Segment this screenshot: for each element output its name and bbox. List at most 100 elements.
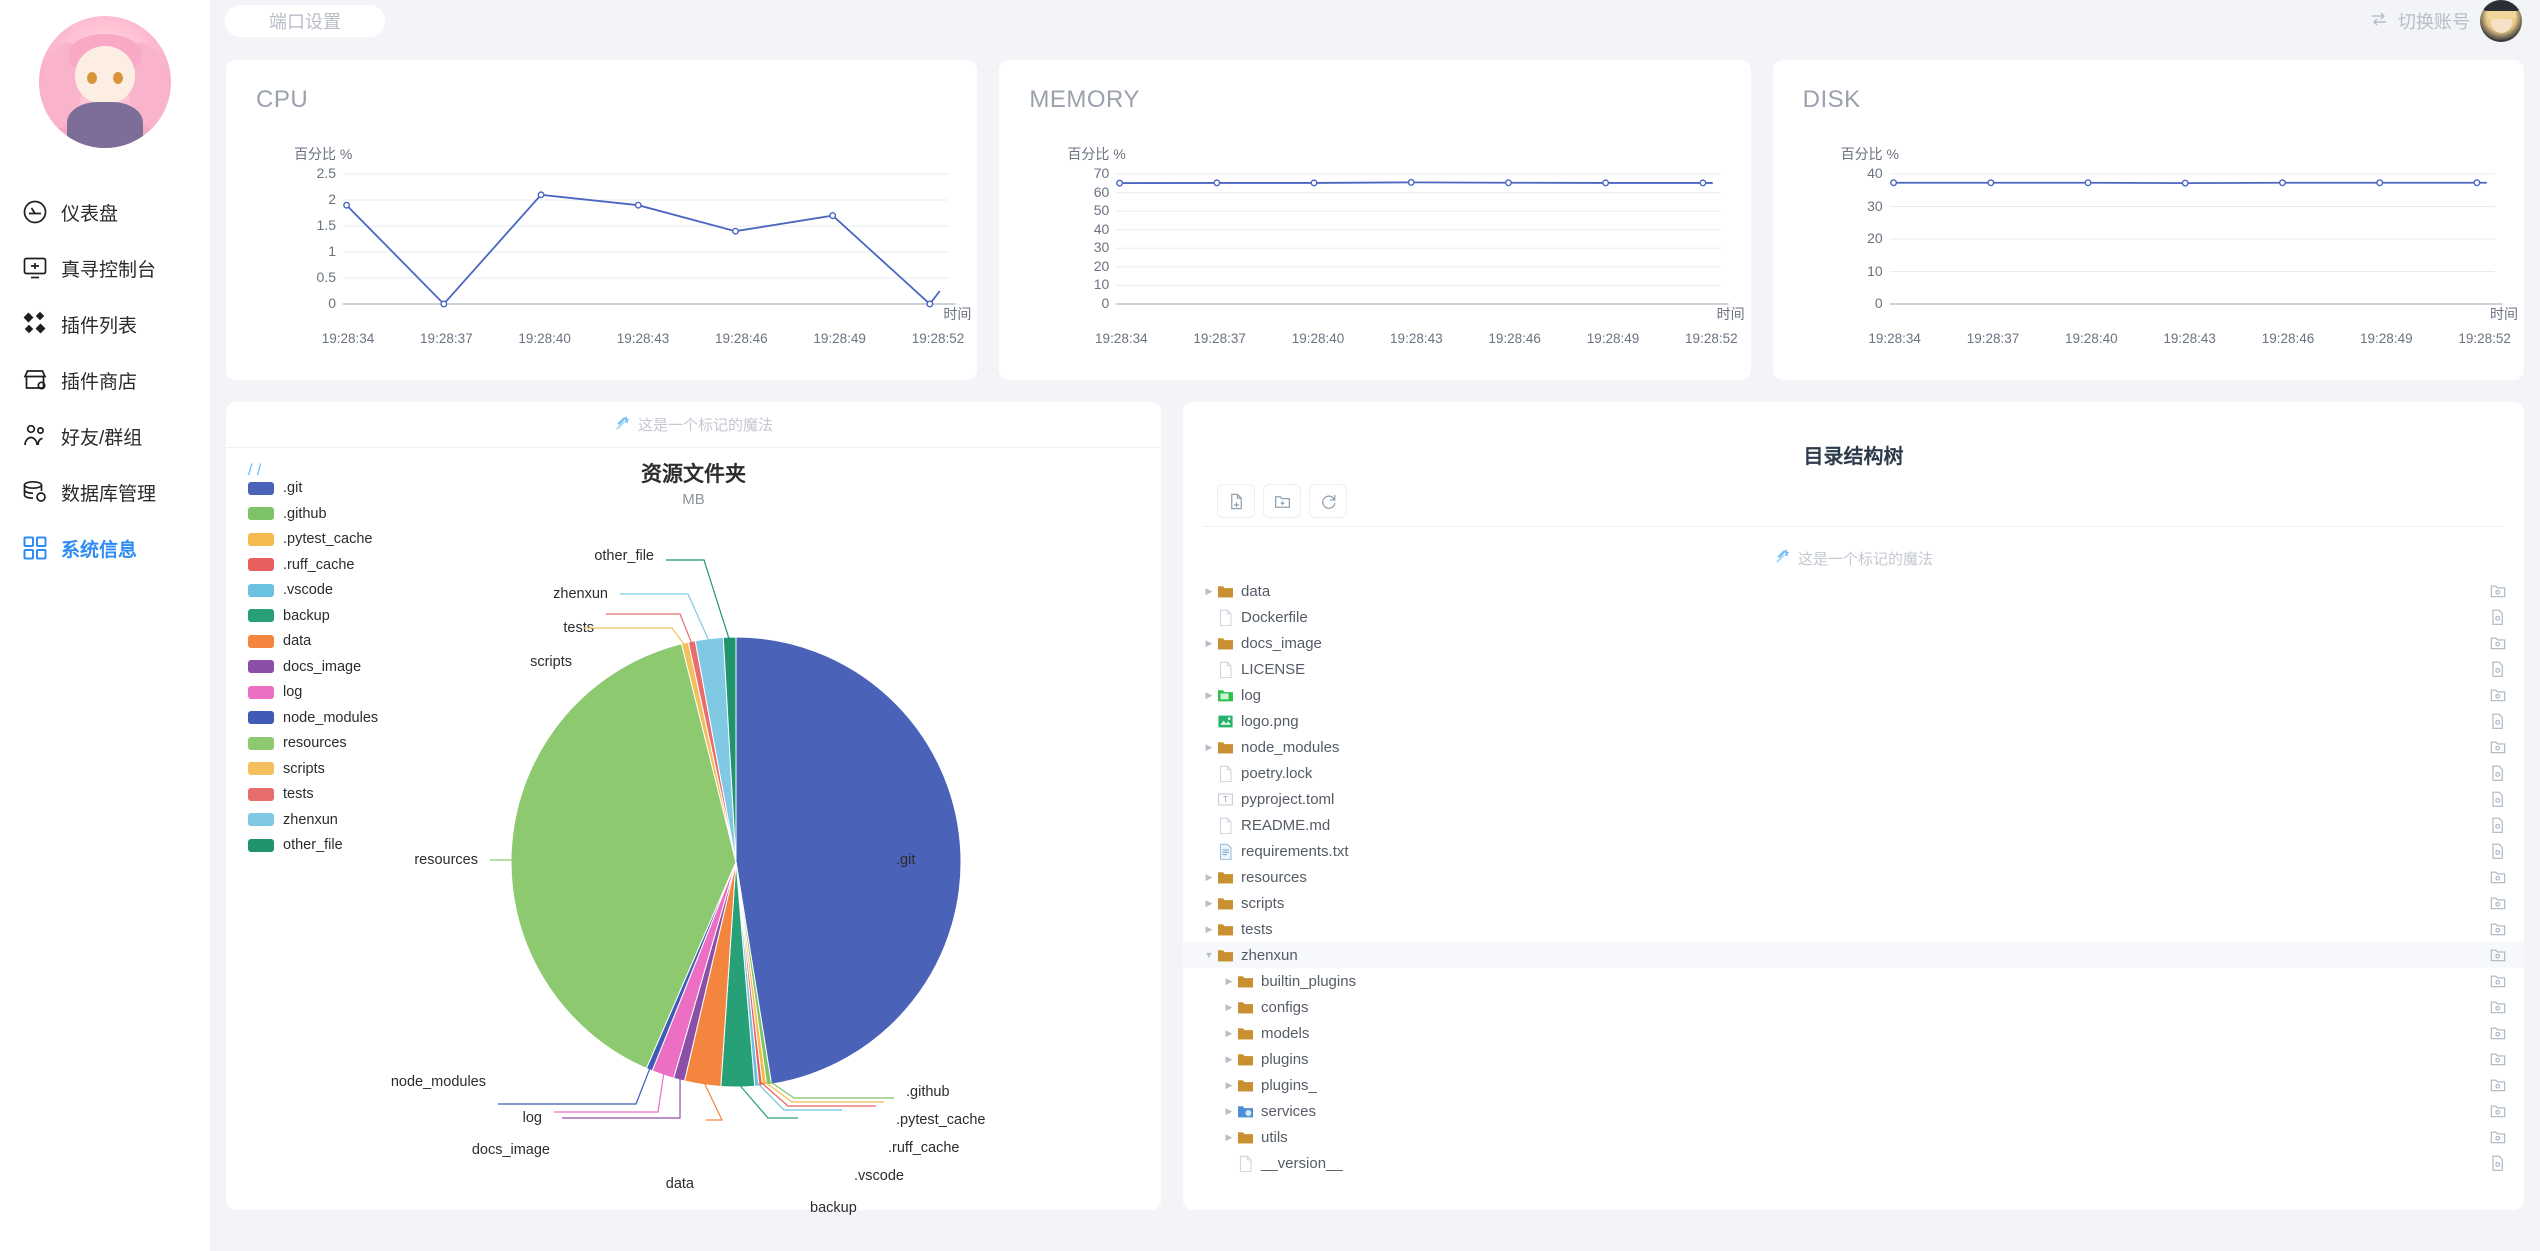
file-action-icon[interactable] [2489,764,2506,781]
folder-action-icon[interactable] [2489,894,2506,911]
tree-item-1[interactable]: Dockerfile [1183,604,2524,630]
folder-action-icon[interactable] [2489,686,2506,703]
folder-action-icon[interactable] [2489,582,2506,599]
tree-item-13[interactable]: ▶ tests [1183,916,2524,942]
y-tick: 2.5 [316,165,336,181]
legend-item[interactable]: data [248,633,378,649]
legend-item[interactable]: .git [248,480,378,496]
breadcrumb[interactable]: / / [226,448,1161,480]
legend-item[interactable]: zhenxun [248,812,378,828]
legend-item[interactable]: log [248,684,378,700]
tree-item-4[interactable]: ▶ log [1183,682,2524,708]
sidebar-item-6[interactable]: 系统信息 [0,520,210,576]
metric-chart[interactable]: 百分比 % 时间 0 0.5 1 1.5 2 2.5 19:28:34 19:28:37 19:28… [226,122,977,380]
tree-item-16[interactable]: ▶ configs [1183,994,2524,1020]
folder-action-icon[interactable] [2489,920,2506,937]
legend-item[interactable]: .ruff_cache [248,557,378,573]
folder-action-icon[interactable] [2489,1076,2506,1093]
folder-action-icon[interactable] [2489,868,2506,885]
tree-item-5[interactable]: logo.png [1183,708,2524,734]
file-action-icon[interactable] [2489,1154,2506,1171]
file-action-icon[interactable] [2489,790,2506,807]
x-axis-label: 时间 [943,306,972,322]
file-action-icon[interactable] [2489,660,2506,677]
chevron-right-icon[interactable]: ▶ [1225,1105,1233,1116]
tree-item-18[interactable]: ▶ plugins [1183,1046,2524,1072]
chevron-right-icon[interactable]: ▶ [1225,1131,1233,1142]
tree-item-21[interactable]: ▶ utils [1183,1124,2524,1150]
legend-item[interactable]: docs_image [248,659,378,675]
file-action-icon[interactable] [2489,712,2506,729]
chevron-right-icon[interactable]: ▶ [1225,1001,1233,1012]
folder-action-icon[interactable] [2489,946,2506,963]
chevron-down-icon[interactable]: ▼ [1204,950,1214,960]
legend-item[interactable]: .vscode [248,582,378,598]
tree-item-9[interactable]: README.md [1183,812,2524,838]
chevron-right-icon[interactable]: ▶ [1205,741,1213,752]
tree-item-3[interactable]: LICENSE [1183,656,2524,682]
chevron-right-icon[interactable]: ▶ [1205,689,1213,700]
folder-action-icon[interactable] [2489,1024,2506,1041]
metric-chart[interactable]: 百分比 % 时间 0 10 20 30 40 50 60 70 19:28:34 19:28:37 19… [999,122,1750,380]
tree-item-19[interactable]: ▶ plugins_ [1183,1072,2524,1098]
folder-action-icon[interactable] [2489,1102,2506,1119]
sidebar-item-3[interactable]: 插件商店 [0,352,210,408]
y-tick: 70 [1093,165,1110,181]
tree-item-2[interactable]: ▶ docs_image [1183,630,2524,656]
tree-item-7[interactable]: poetry.lock [1183,760,2524,786]
account-avatar-small[interactable] [2480,0,2522,42]
file-action-icon[interactable] [2489,842,2506,859]
file-action-icon[interactable] [2489,608,2506,625]
tree-item-17[interactable]: ▶ models [1183,1020,2524,1046]
sidebar-item-1[interactable]: 真寻控制台 [0,240,210,296]
chevron-right-icon[interactable]: ▶ [1225,1027,1233,1038]
legend-swatch [248,711,274,724]
switch-account-button[interactable]: 切换账号 [2369,8,2470,34]
folder-action-icon[interactable] [2489,998,2506,1015]
legend-item[interactable]: .github [248,506,378,522]
legend-item[interactable]: .pytest_cache [248,531,378,547]
refresh-button[interactable] [1309,484,1347,518]
chevron-right-icon[interactable]: ▶ [1205,871,1213,882]
chevron-right-icon[interactable]: ▶ [1205,923,1213,934]
folder-action-icon[interactable] [2489,1050,2506,1067]
tree-item-10[interactable]: requirements.txt [1183,838,2524,864]
chevron-right-icon[interactable]: ▶ [1225,975,1233,986]
sidebar-item-5[interactable]: 数据库管理 [0,464,210,520]
folder-action-icon[interactable] [2489,972,2506,989]
tree-item-22[interactable]: __version__ [1183,1150,2524,1176]
legend-item[interactable]: node_modules [248,710,378,726]
legend-item[interactable]: scripts [248,761,378,777]
file-action-icon[interactable] [2489,816,2506,833]
port-settings-button[interactable]: 端口设置 [225,5,385,37]
folder-action-icon[interactable] [2489,634,2506,651]
sidebar-item-0[interactable]: 仪表盘 [0,184,210,240]
folder-action-icon[interactable] [2489,1128,2506,1145]
legend-item[interactable]: backup [248,608,378,624]
tree-item-6[interactable]: ▶ node_modules [1183,734,2524,760]
chevron-right-icon[interactable]: ▶ [1205,897,1213,908]
chevron-right-icon[interactable]: ▶ [1205,637,1213,648]
legend-item[interactable]: tests [248,786,378,802]
sidebar-item-4[interactable]: 好友/群组 [0,408,210,464]
tree-item-label: services [1261,1102,1317,1120]
tree-item-14[interactable]: ▼ zhenxun [1183,942,2524,968]
sidebar-item-2[interactable]: 插件列表 [0,296,210,352]
chevron-right-icon[interactable]: ▶ [1225,1053,1233,1064]
chevron-right-icon[interactable]: ▶ [1225,1079,1233,1090]
tree-item-12[interactable]: ▶ scripts [1183,890,2524,916]
folder-action-icon[interactable] [2489,738,2506,755]
tree-item-15[interactable]: ▶ builtin_plugins [1183,968,2524,994]
legend-item[interactable]: other_file [248,837,378,853]
new-folder-button[interactable] [1263,484,1301,518]
legend-item[interactable]: resources [248,735,378,751]
tree-item-20[interactable]: ▶ services [1183,1098,2524,1124]
chevron-right-icon[interactable]: ▶ [1205,585,1213,596]
tree-item-0[interactable]: ▶ data [1183,578,2524,604]
new-file-button[interactable] [1217,484,1255,518]
tree-item-label: pyproject.toml [1241,790,1335,808]
metric-chart[interactable]: 百分比 % 时间 0 10 20 30 40 19:28:34 19:28:37 19:28:40… [1773,122,2524,380]
tree-item-11[interactable]: ▶ resources [1183,864,2524,890]
